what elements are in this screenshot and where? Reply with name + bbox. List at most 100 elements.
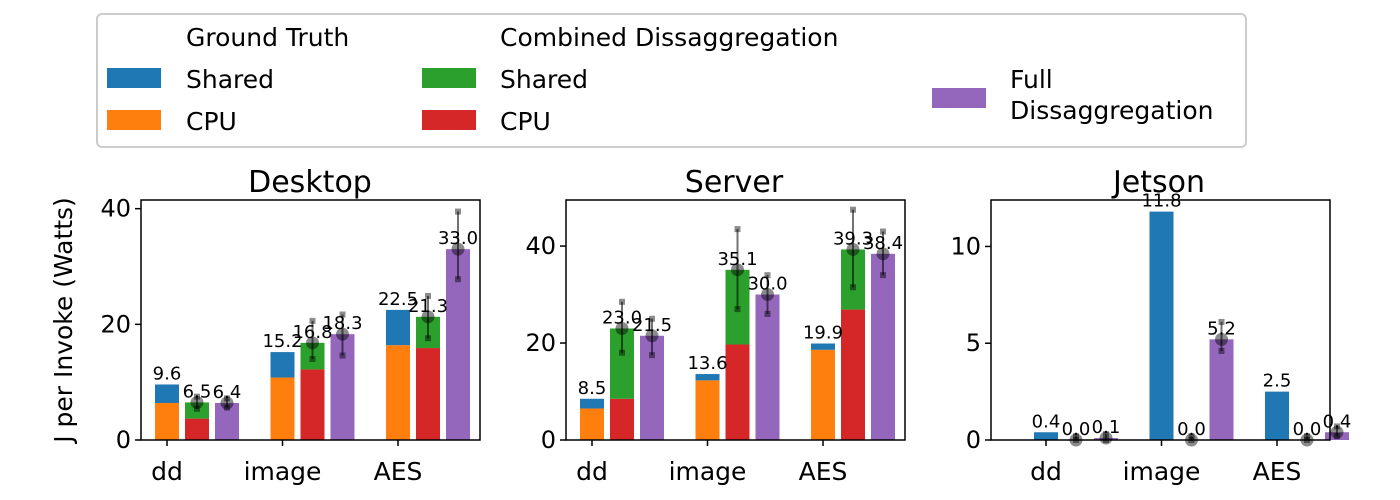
bar-gt-cpu-image (270, 377, 295, 440)
data-label-full-dd: 6.4 (213, 382, 242, 403)
bar-comb-cpu-image (300, 369, 325, 440)
data-label-comb-AES: 21.3 (408, 296, 448, 317)
legend-swatch-gt-shared (107, 68, 161, 88)
errorbar-mean-full-image (761, 288, 774, 302)
legend-group1-title: Ground Truth (186, 23, 349, 52)
legend-gt-cpu-label: CPU (186, 107, 237, 136)
y-tick-label-40: 40 (100, 195, 131, 223)
errorbar-mean-comb-dd (615, 321, 629, 335)
errorbar-cap-low-full-image (1218, 347, 1225, 354)
errorbar-cap-high-comb-image (1188, 433, 1195, 440)
data-label-full-image: 5.2 (1207, 318, 1236, 339)
errorbar-cap-low-comb-image (734, 306, 741, 313)
x-tick-label-dd: dd (576, 457, 608, 486)
bar-gt-shared-image (1149, 211, 1174, 440)
bar-comb-cpu-AES (416, 348, 440, 440)
errorbar-mean-comb-image (306, 336, 319, 350)
y-tick-label-5: 5 (966, 329, 981, 357)
bar-full-image (755, 294, 780, 440)
errorbar-cap-low-full-image (764, 310, 771, 317)
bar-gt-cpu-dd (155, 402, 179, 440)
x-tick-label-dd: dd (151, 457, 183, 486)
bar-full-AES (446, 249, 470, 440)
errorbar-cap-high-full-image (339, 311, 346, 318)
data-label-comb-dd: 0.0 (1062, 419, 1091, 440)
data-label-full-image: 18.3 (322, 313, 362, 334)
y-tick-label-10: 10 (950, 232, 981, 260)
legend-full-label-line1: Full (1010, 65, 1053, 94)
bar-gt-shared-dd (1034, 432, 1058, 440)
errorbar-mean-full-AES (876, 247, 890, 261)
bar-full-dd (215, 402, 239, 440)
legend-swatch-comb-shared (422, 68, 476, 88)
plot-frame (565, 199, 906, 441)
legend-comb-cpu-label: CPU (500, 107, 551, 136)
data-label-comb-dd: 6.5 (183, 381, 212, 402)
y-axis-label: J per Invoke (Watts) (49, 197, 78, 445)
errorbar-cap-high-full-dd (649, 315, 655, 322)
legend-comb-shared-label: Shared (500, 65, 588, 94)
errorbar-mean-full-dd (1099, 431, 1113, 445)
errorbar-cap-high-comb-AES (1304, 433, 1310, 440)
panel-title: Jetson (1111, 165, 1205, 200)
errorbar-cap-high-comb-image (734, 226, 741, 233)
data-label-full-dd: 0.1 (1092, 417, 1121, 438)
data-label-full-AES: 33.0 (438, 228, 478, 249)
errorbar-cap-low-full-AES (880, 272, 886, 279)
y-tick-label-0: 0 (116, 426, 131, 454)
errorbar-cap-low-full-image (339, 352, 346, 359)
y-tick-label-20: 20 (525, 329, 556, 357)
data-label-comb-AES: 39.3 (833, 228, 873, 249)
bar-gt-cpu-AES (386, 345, 410, 440)
errorbar-cap-high-full-AES (455, 208, 461, 215)
bar-full-image (1209, 339, 1234, 440)
bar-gt-shared-AES (1265, 391, 1289, 440)
data-label-comb-AES: 0.0 (1293, 419, 1322, 440)
data-label-gt-image: 15.2 (262, 331, 302, 352)
errorbar-cap-high-full-image (764, 272, 771, 279)
data-label-full-image: 30.0 (747, 274, 787, 295)
errorbar-cap-high-full-image (1218, 318, 1225, 325)
errorbar-cap-high-comb-AES (850, 206, 856, 213)
bar-gt-cpu-AES (811, 349, 835, 440)
errorbar-cap-low-full-AES (1334, 433, 1340, 440)
bar-gt-shared-image (695, 374, 720, 381)
errorbar-cap-low-comb-dd (619, 349, 625, 356)
data-label-gt-image: 11.8 (1141, 191, 1181, 212)
errorbar-cap-high-comb-AES (425, 293, 431, 299)
legend-group2-title: Combined Dissaggregation (500, 23, 838, 52)
plot-frame (990, 199, 1331, 441)
bar-comb-cpu-AES (841, 309, 865, 440)
data-label-comb-image: 35.1 (717, 249, 757, 270)
errorbar-cap-high-full-dd (1103, 431, 1109, 438)
errorbar-cap-low-full-AES (455, 276, 461, 283)
bar-gt-cpu-image (695, 380, 720, 440)
data-label-gt-dd: 8.5 (578, 378, 607, 399)
errorbar-cap-low-comb-AES (850, 284, 856, 291)
x-tick-label-image: image (244, 457, 322, 486)
bar-full-AES (871, 253, 895, 440)
bar-gt-cpu-dd (580, 408, 604, 440)
errorbar-cap-low-comb-dd (194, 405, 200, 412)
y-tick-label-0: 0 (541, 426, 556, 454)
errorbar-mean-comb-dd (190, 395, 204, 409)
legend-frame (96, 13, 1247, 148)
y-tick-label-0: 0 (966, 426, 981, 454)
errorbar-cap-low-comb-AES (425, 335, 431, 342)
data-label-gt-image: 13.6 (687, 353, 727, 374)
bar-gt-shared-dd (155, 384, 179, 403)
x-tick-label-image: image (669, 457, 747, 486)
data-label-comb-dd: 23.0 (602, 307, 642, 328)
data-label-comb-image: 0.0 (1177, 419, 1206, 440)
legend-swatch-comb-cpu (422, 110, 476, 130)
bar-comb-cpu-dd (185, 418, 209, 440)
errorbar-mean-comb-AES (421, 310, 435, 324)
errorbar-mean-full-AES (1330, 425, 1344, 439)
bar-gt-shared-dd (580, 398, 604, 409)
errorbar-cap-high-full-AES (880, 228, 886, 235)
errorbar-mean-comb-AES (846, 242, 860, 256)
errorbar-cap-low-full-dd (224, 404, 230, 411)
x-tick-label-dd: dd (1030, 457, 1062, 486)
data-label-gt-AES: 19.9 (803, 323, 843, 344)
